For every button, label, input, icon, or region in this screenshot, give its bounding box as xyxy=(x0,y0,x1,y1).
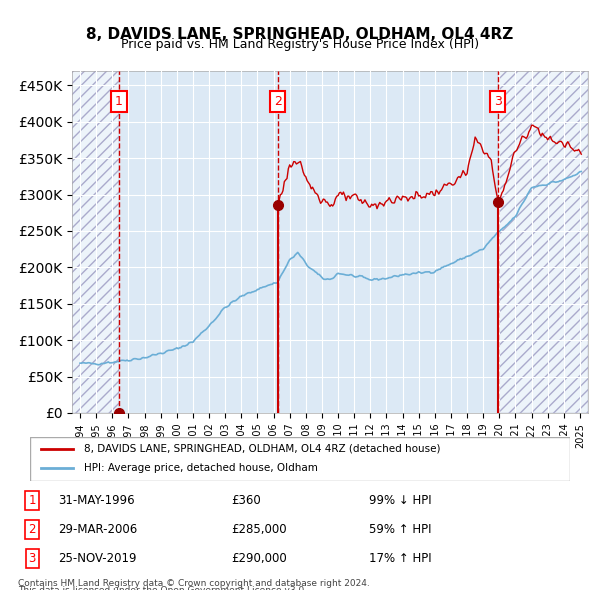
Text: 31-MAY-1996: 31-MAY-1996 xyxy=(58,494,135,507)
Text: 59% ↑ HPI: 59% ↑ HPI xyxy=(369,523,431,536)
Text: 8, DAVIDS LANE, SPRINGHEAD, OLDHAM, OL4 4RZ: 8, DAVIDS LANE, SPRINGHEAD, OLDHAM, OL4 … xyxy=(86,27,514,41)
Text: £290,000: £290,000 xyxy=(231,552,287,565)
Text: 29-MAR-2006: 29-MAR-2006 xyxy=(58,523,137,536)
Text: 99% ↓ HPI: 99% ↓ HPI xyxy=(369,494,432,507)
Bar xyxy=(498,71,588,413)
Text: 2: 2 xyxy=(274,95,281,108)
Text: 8, DAVIDS LANE, SPRINGHEAD, OLDHAM, OL4 4RZ (detached house): 8, DAVIDS LANE, SPRINGHEAD, OLDHAM, OL4 … xyxy=(84,444,440,454)
Text: 1: 1 xyxy=(28,494,36,507)
Text: 1: 1 xyxy=(115,95,123,108)
Text: 3: 3 xyxy=(28,552,36,565)
Text: £285,000: £285,000 xyxy=(231,523,287,536)
Text: 3: 3 xyxy=(494,95,502,108)
FancyBboxPatch shape xyxy=(30,437,570,481)
Text: £360: £360 xyxy=(231,494,260,507)
Text: This data is licensed under the Open Government Licence v3.0.: This data is licensed under the Open Gov… xyxy=(18,586,307,590)
Text: Contains HM Land Registry data © Crown copyright and database right 2024.: Contains HM Land Registry data © Crown c… xyxy=(18,579,370,588)
Text: Price paid vs. HM Land Registry's House Price Index (HPI): Price paid vs. HM Land Registry's House … xyxy=(121,38,479,51)
Bar xyxy=(72,71,119,413)
Bar xyxy=(72,71,119,413)
Text: 2: 2 xyxy=(28,523,36,536)
Bar xyxy=(498,71,588,413)
Text: 17% ↑ HPI: 17% ↑ HPI xyxy=(369,552,432,565)
Text: 25-NOV-2019: 25-NOV-2019 xyxy=(58,552,137,565)
Text: HPI: Average price, detached house, Oldham: HPI: Average price, detached house, Oldh… xyxy=(84,464,318,473)
